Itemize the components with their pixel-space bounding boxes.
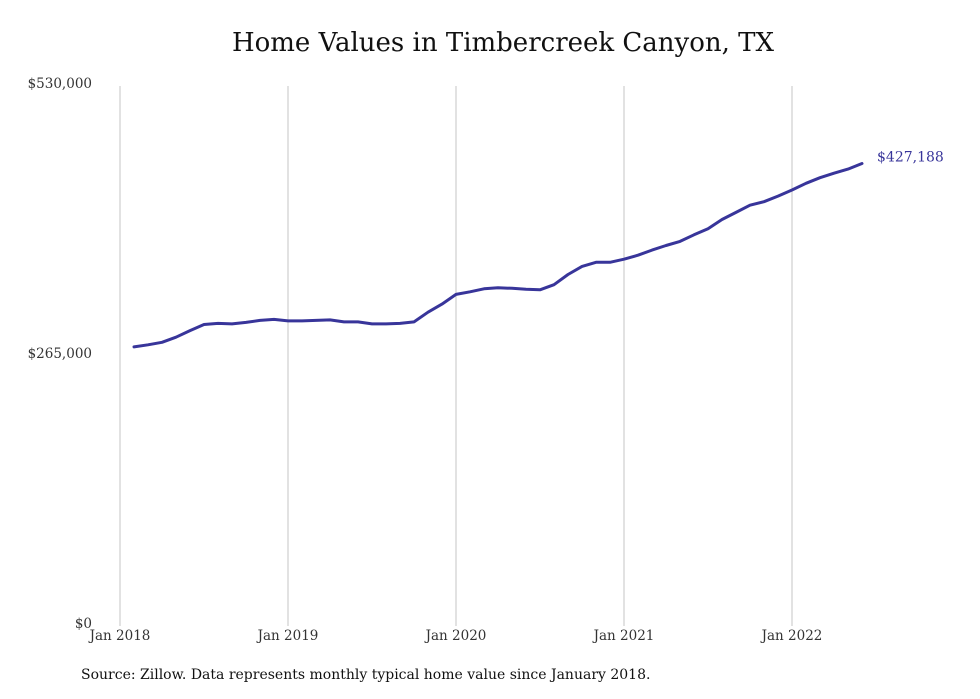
x-tick-label: Jan 2020: [424, 628, 487, 644]
end-value-label: $427,188: [877, 149, 944, 165]
x-tick-label: Jan 2019: [256, 628, 319, 644]
x-tick-label: Jan 2021: [592, 628, 655, 644]
source-note: Source: Zillow. Data represents monthly …: [81, 667, 651, 683]
grid-lines: [119, 86, 793, 626]
x-axis-ticks: Jan 2018 Jan 2019 Jan 2020 Jan 2021 Jan 2022: [88, 628, 823, 644]
y-tick-label: $0: [75, 616, 92, 632]
series-layer: [132, 162, 864, 349]
y-axis-ticks: $0 $265,000 $530,000: [28, 76, 92, 632]
y-tick-label: $530,000: [28, 76, 92, 92]
series-line: [132, 162, 864, 349]
y-tick-label: $265,000: [28, 346, 92, 362]
chart-title: Home Values in Timbercreek Canyon, TX: [231, 28, 775, 58]
annotation-layer: $427,188: [877, 149, 944, 165]
x-tick-label: Jan 2022: [760, 628, 823, 644]
line-chart: $0$265,000$530,000 Jan 2018 Jan 2019 Jan 2…: [28, 76, 944, 644]
x-tick-label: Jan 2018: [88, 628, 151, 644]
